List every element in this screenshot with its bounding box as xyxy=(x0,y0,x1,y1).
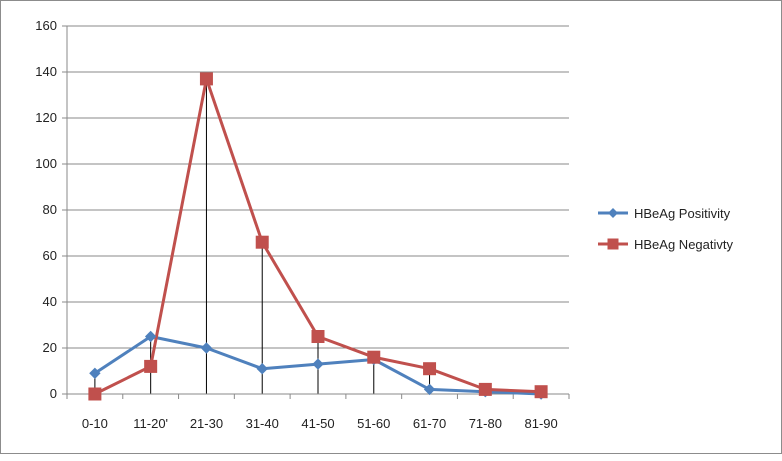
x-tick-label: 0-10 xyxy=(82,416,108,431)
x-tick-label: 11-20' xyxy=(133,416,168,431)
legend-label-1: HBeAg Positivity xyxy=(634,206,731,221)
data-point-series-2 xyxy=(255,235,269,249)
y-tick-label: 40 xyxy=(43,294,57,309)
legend-label-2: HBeAg Negativty xyxy=(634,237,733,252)
x-tick-label: 41-50 xyxy=(301,416,334,431)
data-point-series-2 xyxy=(88,387,102,401)
data-point-series-2 xyxy=(534,385,548,399)
data-point-series-1 xyxy=(423,383,436,396)
x-tick-label: 51-60 xyxy=(357,416,390,431)
x-tick-label: 61-70 xyxy=(413,416,446,431)
y-tick-label: 60 xyxy=(43,248,57,263)
data-point-series-1 xyxy=(312,358,324,370)
y-tick-label: 120 xyxy=(35,110,57,125)
legend-marker-1 xyxy=(608,208,618,218)
x-tick-label: 31-40 xyxy=(246,416,279,431)
data-point-series-1 xyxy=(89,367,101,380)
y-tick-label: 20 xyxy=(43,340,57,355)
data-point-series-1 xyxy=(200,342,213,354)
data-point-series-2 xyxy=(423,362,437,376)
y-tick-label: 140 xyxy=(35,64,57,79)
data-point-series-2 xyxy=(478,382,492,396)
data-point-series-1 xyxy=(144,330,157,343)
legend-marker-2 xyxy=(607,238,619,250)
y-tick-label: 100 xyxy=(35,156,57,171)
x-tick-label: 71-80 xyxy=(469,416,502,431)
data-point-series-2 xyxy=(144,359,158,373)
x-tick-label: 81-90 xyxy=(524,416,557,431)
data-point-series-2 xyxy=(367,350,381,364)
data-point-series-2 xyxy=(311,330,325,343)
data-point-series-1 xyxy=(256,362,268,375)
x-tick-label: 21-30 xyxy=(190,416,223,431)
y-tick-label: 160 xyxy=(35,18,57,33)
y-tick-label: 0 xyxy=(50,386,57,401)
data-point-series-2 xyxy=(199,72,213,86)
y-tick-label: 80 xyxy=(43,202,57,217)
